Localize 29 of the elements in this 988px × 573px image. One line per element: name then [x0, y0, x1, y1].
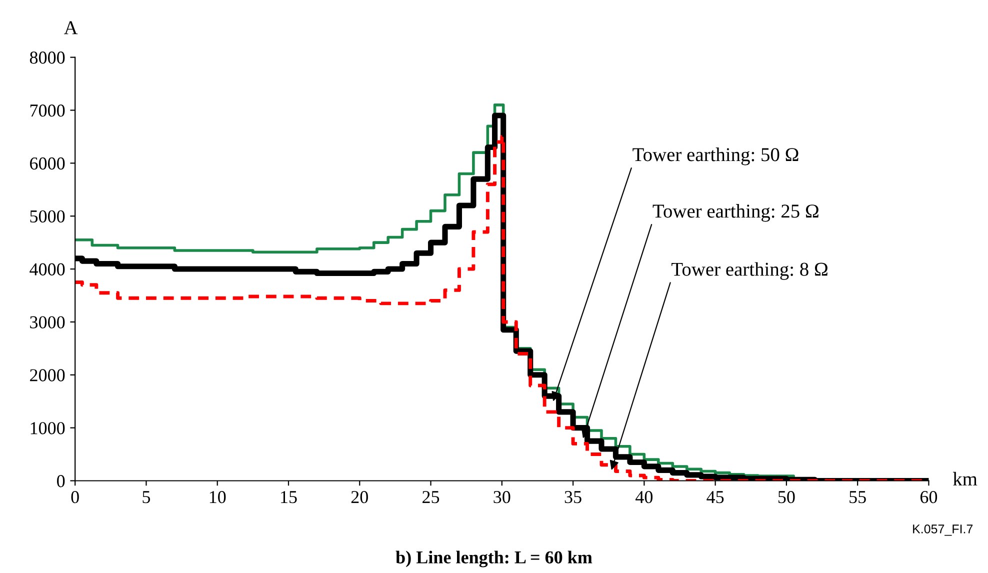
text: b) Line length: L = 60 km	[396, 550, 592, 568]
x-tick-label: 40	[636, 490, 653, 504]
y-tick-label: 1000	[30, 422, 65, 434]
y-tick-label: 8000	[30, 52, 65, 64]
x-tick-label: 15	[281, 491, 297, 504]
x-axis-title: km	[952, 472, 978, 486]
x-tick-label: 0	[71, 490, 79, 504]
x-tick-label: 50	[778, 490, 795, 504]
x-tick-label: 60	[920, 490, 938, 504]
x-tick-label: 30	[494, 490, 510, 504]
x-tick-label: 10	[210, 490, 226, 504]
y-tick-label: 5000	[30, 210, 65, 223]
x-tick-label: 25	[422, 491, 440, 504]
y-axis-title: A	[64, 21, 78, 34]
x-tick-label: 35	[564, 491, 582, 504]
x-tick-label: 5	[142, 491, 150, 504]
annotation: Tower earthing: 50 Ω	[632, 148, 798, 166]
annotation: Tower earthing: 25 Ω	[652, 204, 818, 222]
x-tick-label: 20	[351, 490, 368, 504]
y-tick-label: 4000	[30, 263, 65, 276]
y-tick-label: 7000	[30, 104, 65, 117]
y-tick-label: 2000	[30, 369, 65, 382]
y-tick-label: 0	[57, 475, 65, 488]
y-tick-label: 6000	[30, 157, 65, 170]
text: K.057_FI.7	[913, 524, 973, 536]
y-tick-label: 3000	[30, 316, 65, 328]
x-tick-label: 55	[850, 491, 866, 504]
annotation: Tower earthing: 8 Ω	[672, 262, 828, 280]
x-tick-label: 45	[706, 491, 724, 504]
